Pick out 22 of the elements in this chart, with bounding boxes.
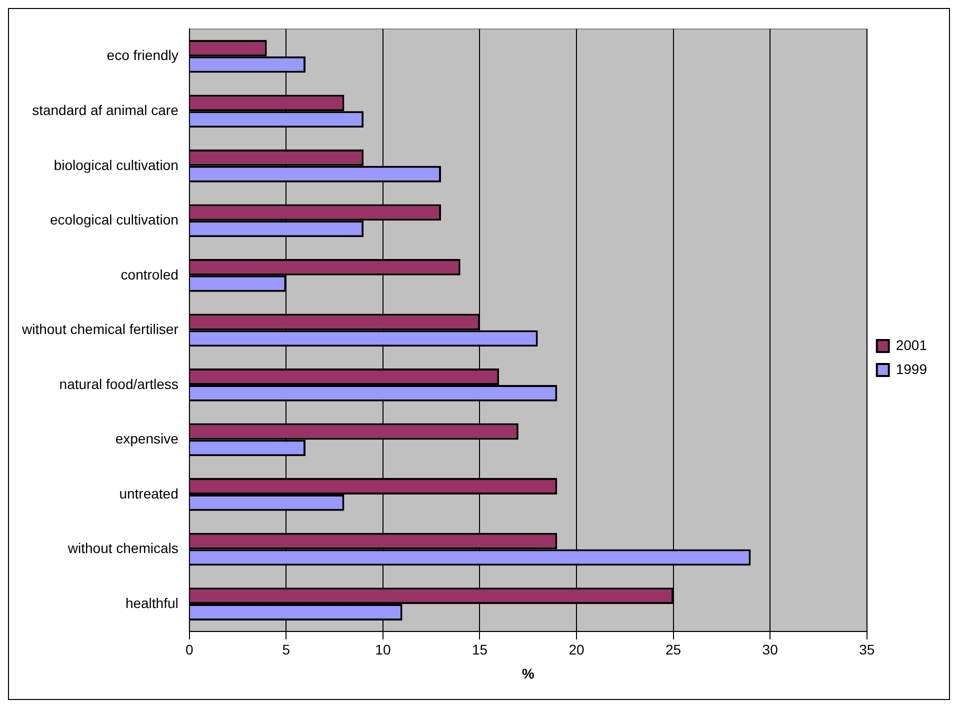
y-tick-label: standard af animal care — [32, 102, 179, 118]
x-axis-title: % — [522, 665, 535, 682]
y-tick-label: controled — [120, 266, 178, 282]
y-tick-label: untreated — [119, 485, 178, 502]
y-tick-label: healthful — [125, 594, 178, 611]
y-tick-label: ecological cultivation — [50, 212, 178, 228]
legend-label: 1999 — [896, 360, 928, 377]
y-tick-label: eco friendly — [106, 47, 178, 64]
y-tick-label: natural food/artless — [59, 376, 178, 392]
y-tick-label: expensive — [115, 430, 179, 447]
x-tick-label: 20 — [568, 642, 585, 658]
x-tick-label: 0 — [185, 642, 194, 658]
x-tick-label: 5 — [282, 642, 290, 658]
y-tick-label: without chemicals — [66, 540, 178, 556]
legend-label: 2001 — [896, 336, 928, 353]
x-tick-label: 35 — [859, 642, 875, 658]
y-tick-label: without chemical fertiliser — [20, 321, 179, 338]
x-tick-label: 30 — [762, 642, 778, 658]
x-tick-label: 25 — [666, 642, 682, 658]
x-tick-label: 10 — [375, 642, 391, 658]
y-tick-label: biological cultivation — [54, 156, 178, 173]
x-tick-label: 15 — [472, 642, 488, 658]
